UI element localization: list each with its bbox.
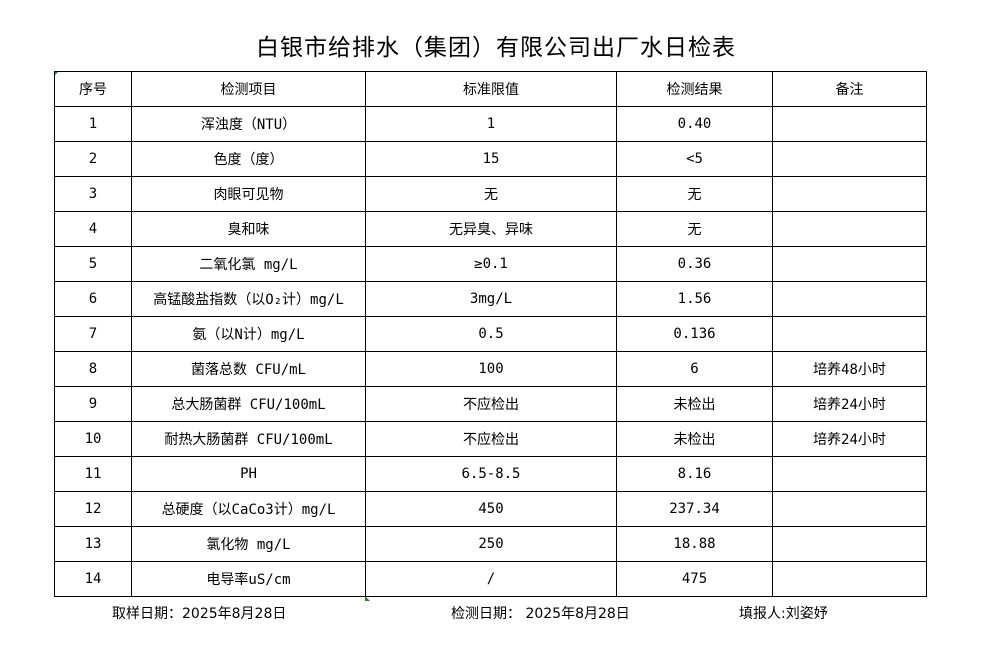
table-row: 5 二氧化氯 mg/L ≥0.1 0.36 <box>54 246 927 282</box>
table-row: 11 PH 6.5-8.5 8.16 <box>54 456 927 492</box>
test-result-cell: 未检出 <box>616 386 773 422</box>
remark-cell <box>772 211 927 247</box>
row-number-cell: 9 <box>54 386 132 422</box>
test-result-cell: 1.56 <box>616 281 773 317</box>
test-result-cell: 18.88 <box>616 526 773 562</box>
row-number-cell: 1 <box>54 106 132 142</box>
standard-limit-cell: 250 <box>365 526 617 562</box>
row-number-cell: 8 <box>54 351 132 387</box>
remark-cell <box>772 491 927 527</box>
standard-limit-cell: 无异臭、异味 <box>365 211 617 247</box>
test-result-cell: 8.16 <box>616 456 773 492</box>
test-item-cell: 高锰酸盐指数（以O₂计）mg/L <box>131 281 366 317</box>
page-title: 白银市给排水（集团）有限公司出厂水日检表 <box>256 35 736 61</box>
remark-cell <box>772 561 927 597</box>
table-row: 1 浑浊度（NTU） 1 0.40 <box>54 106 927 142</box>
table-row: 13 氯化物 mg/L 250 18.88 <box>54 526 927 562</box>
remark-cell <box>772 176 927 212</box>
table-row: 2 色度（度） 15 <5 <box>54 141 927 177</box>
standard-limit-cell: 不应检出 <box>365 421 617 457</box>
test-item-cell: 氯化物 mg/L <box>131 526 366 562</box>
remark-cell <box>772 281 927 317</box>
standard-limit-cell: 100 <box>365 351 617 387</box>
sampling-date: 取样日期：2025年8月28日 <box>112 606 287 622</box>
standard-limit-cell: 0.5 <box>365 316 617 352</box>
cell-comment-marker <box>365 596 370 601</box>
remark-cell: 培养24小时 <box>772 386 927 422</box>
row-number-cell: 5 <box>54 246 132 282</box>
test-item-cell: 肉眼可见物 <box>131 176 366 212</box>
test-result-cell: 无 <box>616 211 773 247</box>
test-item-cell: 色度（度） <box>131 141 366 177</box>
column-header: 检测结果 <box>616 71 773 107</box>
test-result-cell: 无 <box>616 176 773 212</box>
remark-cell <box>772 526 927 562</box>
remark-cell <box>772 141 927 177</box>
standard-limit-cell: 6.5-8.5 <box>365 456 617 492</box>
test-item-cell: 氨（以N计）mg/L <box>131 316 366 352</box>
remark-cell: 培养24小时 <box>772 421 927 457</box>
test-result-cell: 6 <box>616 351 773 387</box>
table-row: 10 耐热大肠菌群 CFU/100mL 不应检出 未检出 培养24小时 <box>54 421 927 457</box>
reporter: 填报人:刘姿妤 <box>739 606 828 622</box>
standard-limit-cell: 3mg/L <box>365 281 617 317</box>
test-date: 检测日期： 2025年8月28日 <box>451 606 630 622</box>
test-result-cell: 0.40 <box>616 106 773 142</box>
row-number-cell: 11 <box>54 456 132 492</box>
row-number-cell: 4 <box>54 211 132 247</box>
test-item-cell: 总大肠菌群 CFU/100mL <box>131 386 366 422</box>
row-number-cell: 3 <box>54 176 132 212</box>
remark-cell <box>772 456 927 492</box>
test-item-cell: 总硬度（以CaCo3计）mg/L <box>131 491 366 527</box>
remark-cell <box>772 316 927 352</box>
table-row: 7 氨（以N计）mg/L 0.5 0.136 <box>54 316 927 352</box>
remark-cell <box>772 106 927 142</box>
test-item-cell: PH <box>131 456 366 492</box>
table-row: 12 总硬度（以CaCo3计）mg/L 450 237.34 <box>54 491 927 527</box>
row-number-cell: 13 <box>54 526 132 562</box>
inspection-table: 序号 检测项目 标准限值 检测结果 备注 1 浑浊度（NTU） 1 0.40 2 色度（度） 15 <… <box>54 71 927 597</box>
table-row: 3 肉眼可见物无无 <box>54 176 927 212</box>
standard-limit-cell: / <box>365 561 617 597</box>
standard-limit-cell: 无 <box>365 176 617 212</box>
column-header: 备注 <box>772 71 927 107</box>
test-result-cell: 0.36 <box>616 246 773 282</box>
row-number-cell: 6 <box>54 281 132 317</box>
table-row: 9 总大肠菌群 CFU/100mL 不应检出 未检出 培养24小时 <box>54 386 927 422</box>
test-item-cell: 菌落总数 CFU/mL <box>131 351 366 387</box>
row-number-cell: 14 <box>54 561 132 597</box>
test-result-cell: 237.34 <box>616 491 773 527</box>
table-row: 4 臭和味 无异臭、异味无 <box>54 211 927 247</box>
test-result-cell: <5 <box>616 141 773 177</box>
row-number-cell: 2 <box>54 141 132 177</box>
table-header-row: 序号 检测项目 标准限值 检测结果 备注 <box>54 71 927 107</box>
standard-limit-cell: 1 <box>365 106 617 142</box>
table-row: 8 菌落总数 CFU/mL 100 6 培养48小时 <box>54 351 927 387</box>
table-row: 6 高锰酸盐指数（以O₂计）mg/L 3mg/L 1.56 <box>54 281 927 317</box>
test-item-cell: 浑浊度（NTU） <box>131 106 366 142</box>
row-number-cell: 12 <box>54 491 132 527</box>
row-number-cell: 10 <box>54 421 132 457</box>
remark-cell: 培养48小时 <box>772 351 927 387</box>
test-item-cell: 耐热大肠菌群 CFU/100mL <box>131 421 366 457</box>
test-item-cell: 电导率uS/cm <box>131 561 366 597</box>
test-result-cell: 0.136 <box>616 316 773 352</box>
standard-limit-cell: 不应检出 <box>365 386 617 422</box>
remark-cell <box>772 246 927 282</box>
column-header: 检测项目 <box>131 71 366 107</box>
test-result-cell: 475 <box>616 561 773 597</box>
standard-limit-cell: 450 <box>365 491 617 527</box>
test-item-cell: 二氧化氯 mg/L <box>131 246 366 282</box>
test-result-cell: 未检出 <box>616 421 773 457</box>
table-row: 14 电导率uS/cm/475 <box>54 561 927 597</box>
test-item-cell: 臭和味 <box>131 211 366 247</box>
column-header: 序号 <box>54 71 132 107</box>
row-number-cell: 7 <box>54 316 132 352</box>
standard-limit-cell: ≥0.1 <box>365 246 617 282</box>
column-header: 标准限值 <box>365 71 617 107</box>
standard-limit-cell: 15 <box>365 141 617 177</box>
